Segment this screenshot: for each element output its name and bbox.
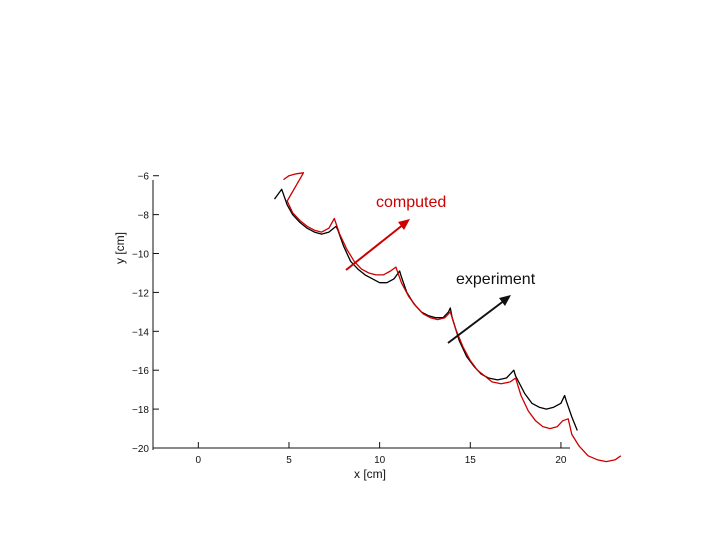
y-axis-label: y [cm] (113, 232, 127, 264)
computed-label: computed (376, 194, 446, 211)
computed-arrow-head (398, 219, 410, 230)
x-tick-label: 10 (374, 455, 386, 466)
x-tick-label: 0 (196, 455, 202, 466)
x-tick-label: 5 (286, 455, 292, 466)
x-tick-label: 15 (465, 455, 477, 466)
y-tick-label: −6 (138, 172, 150, 183)
y-tick-label: −16 (132, 366, 149, 377)
x-tick-label: 20 (555, 455, 567, 466)
y-tick-label: −14 (132, 327, 149, 338)
computed-arrow-line (345, 223, 405, 271)
experiment-arrow-line (447, 299, 506, 344)
y-tick-label: −18 (132, 405, 149, 416)
y-ticks: −6 −8 −10 −12 −14 −16 −18 −20 (132, 172, 159, 455)
x-axis-label: x [cm] (354, 467, 386, 481)
y-tick-label: −20 (132, 444, 149, 455)
experiment-arrow-head (499, 295, 511, 306)
axes (152, 180, 570, 450)
y-tick-label: −12 (132, 288, 149, 299)
series-line-experiment (273, 188, 578, 431)
series-layer (273, 172, 622, 463)
x-ticks: 0 5 10 15 20 (196, 442, 567, 466)
experiment-label: experiment (456, 271, 536, 288)
series-line-computed (283, 172, 622, 463)
y-tick-label: −10 (132, 250, 149, 261)
y-tick-label: −8 (138, 211, 150, 222)
